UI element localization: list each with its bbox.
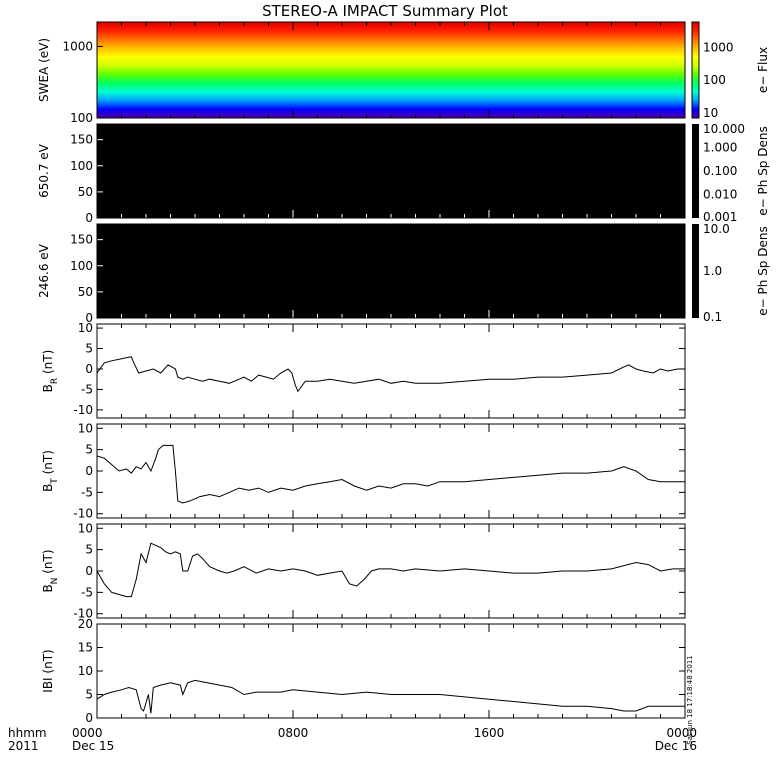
panel-ped650: 10.000 1.000 0.100 0.010 0.001 e− Ph Sp Dens 0…: [37, 122, 770, 225]
panel-frame: [96, 223, 686, 319]
panel-background: [97, 324, 685, 418]
colorbar-label: e− Ph Sp Dens: [756, 126, 770, 215]
time-tick-label: 0800: [278, 726, 309, 740]
y-axis-label: 650.7 eV: [37, 143, 51, 198]
colorbar-tick-label: 100: [703, 73, 726, 87]
panel-background: [97, 624, 685, 718]
y-tick-label: 100: [70, 159, 93, 173]
y-tick-label: -5: [81, 585, 93, 599]
y-tick-label: 100: [70, 111, 93, 125]
colorbar-flux: [691, 21, 700, 119]
y-axis-label: BR (nT): [41, 350, 60, 393]
series-line-bmag: [96, 679, 685, 714]
panel-swea: 10 100 1000 e− Flux 100 1000 SWEA (eV): [37, 21, 770, 125]
y-axis-label: 246.6 eV: [37, 243, 51, 298]
panel-br: -10 -5 0 5 10 BR (nT): [41, 321, 686, 419]
y-tick-label: 10: [78, 321, 93, 335]
year-label: 2011: [8, 739, 39, 753]
y-tick-label: -10: [73, 607, 93, 621]
y-tick-label: 0: [85, 564, 93, 578]
panel-background: [97, 424, 685, 518]
series-line-bt: [96, 444, 685, 504]
y-tick-label: 5: [85, 443, 93, 457]
y-tick-label: -5: [81, 485, 93, 499]
y-tick-label: 10: [78, 421, 93, 435]
y-tick-label: -5: [81, 382, 93, 396]
y-tick-label: 0: [85, 211, 93, 225]
y-tick-label: 15: [78, 641, 93, 655]
time-tick-label: 0000: [666, 726, 697, 740]
date-tick-label: Dec 16: [655, 739, 697, 753]
y-tick-label: 10: [78, 521, 93, 535]
hhmm-label: hhmm: [8, 726, 47, 740]
panel-frame: [96, 623, 686, 719]
colorbar-tick-label: 1000: [703, 40, 734, 54]
colorbar-tick-label: 1.0: [703, 264, 722, 278]
y-tick-label: 10: [78, 664, 93, 678]
panel-bt: -10 -5 0 5 10 BT (nT): [41, 421, 686, 521]
y-tick-label: 0: [85, 711, 93, 725]
y-tick-label: 50: [78, 185, 93, 199]
panel-frame: [96, 423, 686, 519]
swea-spectrogram: [97, 22, 685, 118]
ped-spectrogram: [97, 124, 685, 218]
y-tick-label: 20: [78, 617, 93, 631]
colorbar-ped: [692, 224, 699, 318]
time-tick-label: 0000: [72, 726, 103, 740]
y-tick-label: 150: [70, 133, 93, 147]
y-tick-label: 100: [70, 259, 93, 273]
colorbar-tick-label: 0.1: [703, 310, 722, 324]
colorbar-ped: [692, 124, 699, 218]
y-tick-label: 5: [85, 688, 93, 702]
panel-frame: [96, 323, 686, 419]
y-tick-label: -10: [73, 403, 93, 417]
y-tick-label: 5: [85, 543, 93, 557]
y-tick-label: 150: [70, 233, 93, 247]
colorbar-label: e− Flux: [756, 47, 770, 93]
colorbar-tick-label: 0.001: [703, 210, 737, 224]
y-axis-label: BT (nT): [41, 450, 60, 492]
ped-spectrogram: [97, 224, 685, 318]
panel-bmag: 0 5 10 15 20 IBI (nT): [41, 617, 686, 725]
colorbar-tick-label: 10.000: [703, 122, 745, 136]
colorbar-tick-label: 10.0: [703, 222, 730, 236]
colorbar-label: e− Ph Sp Dens: [756, 226, 770, 315]
y-axis-label: IBI (nT): [41, 649, 55, 692]
y-tick-label: 5: [85, 342, 93, 356]
series-line-br: [96, 356, 685, 393]
panel-ped246: 10.0 1.0 0.1 e− Ph Sp Dens 0 50 100 150 246.6 eV: [37, 222, 770, 325]
timestamp-label: Sat Jun 18 17:18:48 2011: [686, 655, 694, 744]
panel-frame: [96, 523, 686, 619]
colorbar-tick-label: 1.000: [703, 141, 737, 155]
date-tick-label: Dec 15: [72, 739, 114, 753]
colorbar-tick-label: 10: [703, 106, 718, 120]
colorbar-tick-label: 0.100: [703, 164, 737, 178]
chart-title: STEREO-A IMPACT Summary Plot: [262, 2, 508, 20]
y-tick-label: 0: [85, 362, 93, 376]
time-tick-label: 1600: [474, 726, 505, 740]
y-tick-label: 0: [85, 464, 93, 478]
panel-frame: [96, 21, 686, 119]
y-tick-label: 50: [78, 285, 93, 299]
y-tick-label: 0: [85, 311, 93, 325]
panel-bn: -10 -5 0 5 10 BN (nT): [41, 521, 686, 621]
y-axis-label: BN (nT): [41, 549, 60, 592]
colorbar-tick-label: 0.010: [703, 188, 737, 202]
y-axis-label: SWEA (eV): [37, 38, 51, 102]
y-tick-label: -10: [73, 507, 93, 521]
series-line-bn: [96, 542, 685, 598]
y-tick-label: 1000: [62, 39, 93, 53]
panel-frame: [96, 123, 686, 219]
